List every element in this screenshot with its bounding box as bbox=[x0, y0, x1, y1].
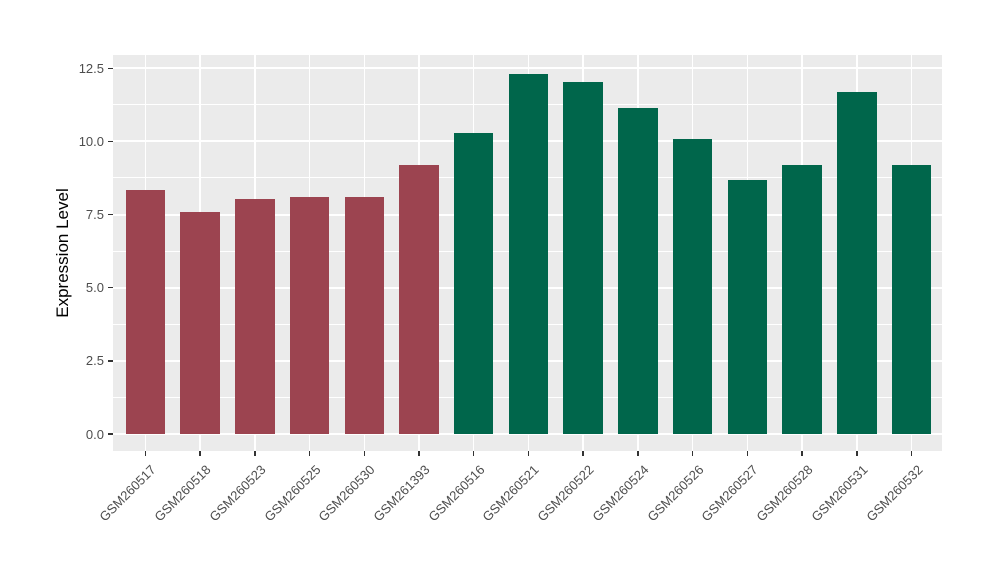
bar-GSM260522 bbox=[563, 82, 603, 434]
x-tick-mark bbox=[746, 451, 749, 456]
x-tick-mark bbox=[308, 451, 311, 456]
y-tick-label: 0.0 bbox=[85, 426, 104, 442]
bar-GSM260524 bbox=[618, 107, 658, 434]
x-tick-label: GSM260527 bbox=[698, 462, 762, 525]
y-tick-mark bbox=[108, 433, 113, 435]
x-tick-label: GSM260521 bbox=[479, 462, 543, 525]
gridline-major bbox=[113, 67, 942, 70]
y-tick-mark bbox=[108, 286, 113, 289]
x-tick-mark bbox=[910, 451, 913, 456]
x-tick-mark bbox=[637, 451, 639, 456]
bar-GSM260523 bbox=[235, 199, 275, 434]
x-tick-label: GSM260528 bbox=[753, 462, 816, 525]
bar-GSM260521 bbox=[508, 74, 549, 434]
bar-GSM260532 bbox=[891, 164, 932, 434]
x-tick-label: GSM260522 bbox=[534, 462, 597, 525]
x-tick-mark bbox=[418, 451, 420, 456]
x-tick-label: GSM260518 bbox=[151, 462, 214, 525]
bar-GSM260517 bbox=[125, 189, 166, 434]
x-tick-label: GSM260517 bbox=[96, 462, 159, 525]
x-tick-label: GSM260530 bbox=[315, 462, 378, 525]
x-tick-label: GSM260524 bbox=[589, 462, 652, 525]
x-tick-mark bbox=[801, 451, 803, 456]
x-tick-mark bbox=[199, 451, 201, 456]
bar-GSM260530 bbox=[344, 197, 384, 434]
x-tick-mark bbox=[527, 451, 530, 456]
bar-GSM260518 bbox=[180, 211, 220, 434]
x-tick-mark bbox=[254, 451, 256, 456]
x-tick-label: GSM260516 bbox=[425, 462, 488, 525]
x-tick-label: GSM260523 bbox=[206, 462, 269, 525]
y-tick-mark bbox=[108, 140, 113, 143]
x-tick-mark bbox=[363, 451, 365, 456]
x-tick-label: GSM260531 bbox=[808, 462, 871, 525]
bar-GSM260525 bbox=[289, 197, 330, 434]
bar-GSM261393 bbox=[399, 164, 439, 434]
bar-GSM260531 bbox=[837, 92, 877, 434]
bar-GSM260527 bbox=[727, 180, 768, 434]
x-tick-mark bbox=[856, 451, 858, 456]
y-tick-label: 5.0 bbox=[85, 280, 104, 296]
y-tick-mark bbox=[108, 360, 113, 362]
bar-GSM260526 bbox=[672, 139, 713, 434]
x-tick-label: GSM260525 bbox=[260, 462, 324, 525]
bar-GSM260528 bbox=[782, 164, 822, 434]
y-tick-mark bbox=[108, 213, 113, 216]
x-tick-mark bbox=[472, 451, 475, 456]
y-tick-label: 10.0 bbox=[78, 133, 104, 149]
plot-panel bbox=[113, 55, 942, 451]
y-tick-mark bbox=[108, 67, 113, 69]
x-tick-mark bbox=[582, 451, 584, 456]
gridline-major bbox=[113, 433, 942, 435]
y-tick-label: 7.5 bbox=[85, 207, 104, 223]
x-tick-label: GSM260532 bbox=[863, 462, 926, 525]
y-tick-label: 12.5 bbox=[78, 60, 104, 76]
x-tick-mark bbox=[144, 451, 147, 456]
x-tick-label: GSM261393 bbox=[370, 462, 433, 525]
x-tick-label: GSM260526 bbox=[644, 462, 707, 525]
x-tick-mark bbox=[691, 451, 694, 456]
y-tick-label: 2.5 bbox=[85, 353, 104, 369]
bar-GSM260516 bbox=[453, 133, 494, 434]
